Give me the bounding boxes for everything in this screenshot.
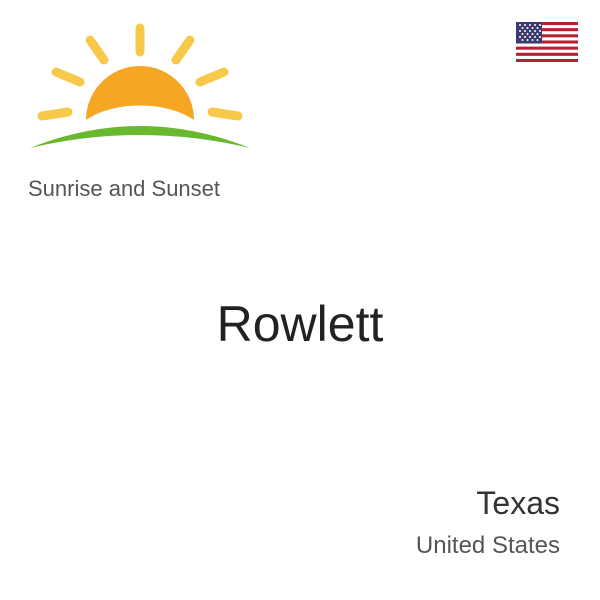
logo-block: Sunrise and Sunset [20, 20, 280, 202]
country-name: United States [416, 532, 560, 560]
city-name: Rowlett [0, 295, 600, 353]
location-block: Texas United States [416, 485, 560, 560]
sunrise-icon [20, 20, 260, 170]
region-name: Texas [416, 485, 560, 522]
tagline-text: Sunrise and Sunset [28, 176, 280, 202]
us-flag-icon [516, 22, 578, 62]
